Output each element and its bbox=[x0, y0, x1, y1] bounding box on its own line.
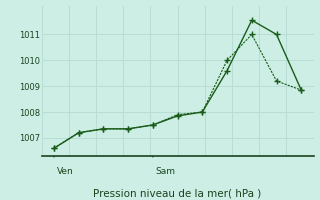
Text: Ven: Ven bbox=[57, 167, 74, 176]
Text: Pression niveau de la mer( hPa ): Pression niveau de la mer( hPa ) bbox=[93, 189, 262, 199]
Text: Sam: Sam bbox=[156, 167, 176, 176]
